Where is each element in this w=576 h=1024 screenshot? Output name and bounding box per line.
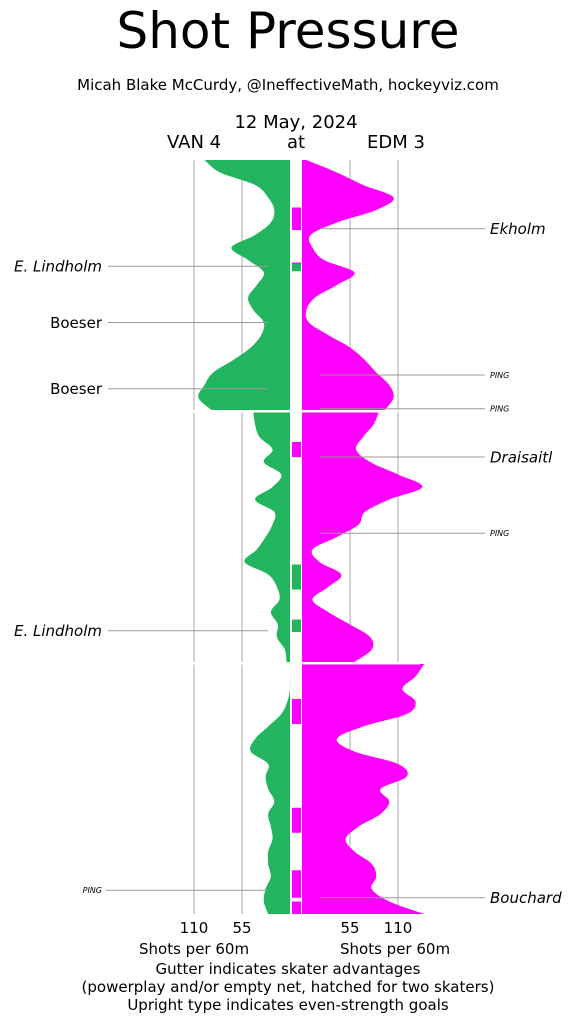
period-separator-1 [190, 410, 420, 413]
chart-subtitle: Micah Blake McCurdy, @IneffectiveMath, h… [77, 76, 499, 94]
footer-note-gutter: Gutter indicates skater advantages [155, 960, 421, 978]
at-label: at [287, 132, 306, 153]
goal-label: Boeser [50, 314, 103, 332]
period-separator-2 [190, 662, 420, 665]
home-team-label: EDM 3 [367, 132, 425, 153]
home-pressure-area-period-2 [302, 412, 423, 662]
x-axis-label-right: Shots per 60m [340, 940, 451, 958]
goal-label: PING [490, 405, 509, 414]
away-pressure-area-period-3 [250, 664, 291, 914]
footer-note-powerplay: (powerplay and/or empty net, hatched for… [81, 978, 495, 996]
x-axis-label-left: Shots per 60m [139, 940, 250, 958]
x-tick-label: 110 [180, 919, 209, 937]
goal-label: Bouchard [490, 889, 562, 907]
away-pressure-area-period-2 [244, 412, 290, 662]
gutter-bar [292, 901, 301, 914]
goal-label: PING [83, 886, 102, 895]
gutter-bar-away [292, 564, 301, 590]
gutter-bar-away [292, 619, 301, 632]
footer-note-goals: Upright type indicates even-strength goa… [127, 996, 449, 1014]
away-team-label: VAN 4 [167, 132, 222, 153]
goal-label: Boeser [50, 380, 103, 398]
gutter-bar [292, 807, 301, 833]
gutter-bar [292, 442, 301, 457]
game-date: 12 May, 2024 [234, 112, 358, 133]
home-pressure-area-period-1 [302, 160, 394, 410]
goal-label: Draisaitl [490, 448, 553, 466]
home-pressure-area-period-3 [302, 664, 425, 914]
gutter-bar [292, 207, 301, 230]
gutter-bar [292, 699, 301, 724]
goal-label: E. Lindholm [14, 258, 102, 276]
goal-label: E. Lindholm [14, 622, 102, 640]
away-pressure-area-period-1 [198, 160, 290, 410]
gutter-bar [292, 870, 301, 898]
goal-label: PING [490, 371, 509, 380]
x-tick-label: 55 [340, 919, 359, 937]
goal-label: PING [490, 529, 509, 538]
gutter-bar-away [292, 263, 301, 272]
x-tick-label: 110 [384, 919, 413, 937]
chart-title: Shot Pressure [116, 2, 460, 60]
x-tick-label: 55 [232, 919, 251, 937]
goal-label: Ekholm [490, 220, 546, 238]
